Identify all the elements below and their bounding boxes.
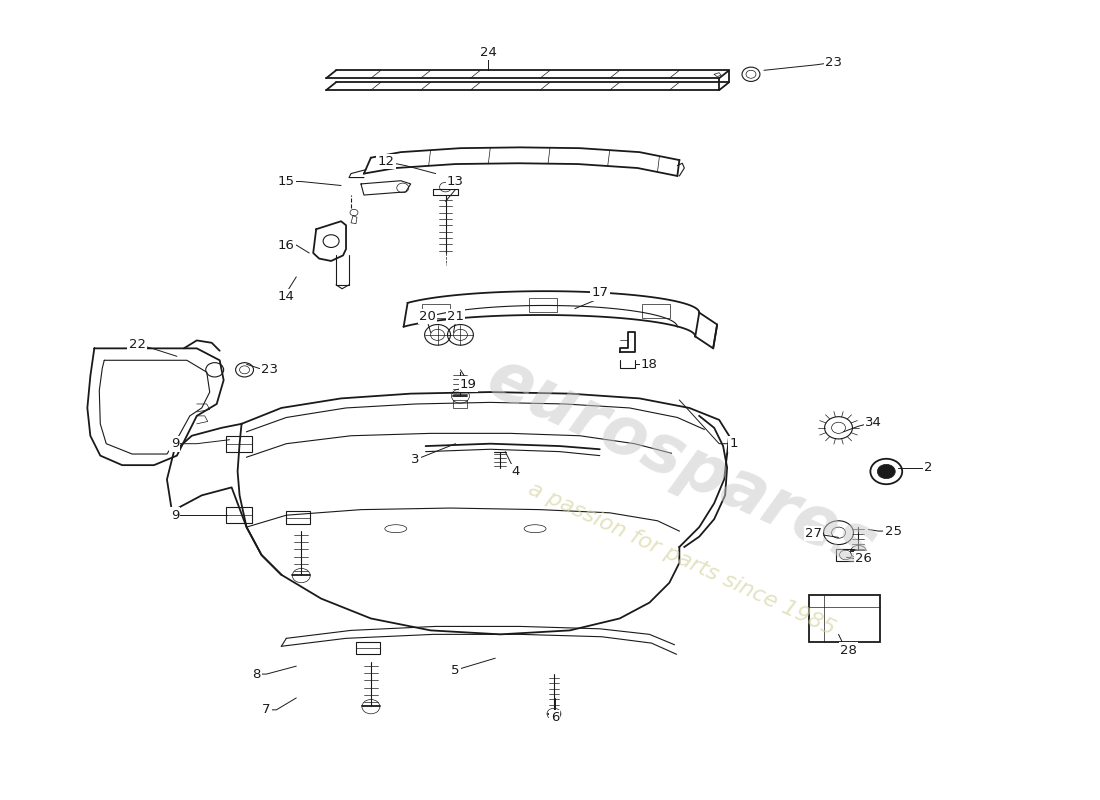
Text: 3: 3 bbox=[411, 453, 420, 466]
Text: a passion for parts since 1985: a passion for parts since 1985 bbox=[525, 478, 838, 639]
Bar bbox=[226, 436, 252, 452]
Text: 20: 20 bbox=[419, 310, 436, 323]
Text: 8: 8 bbox=[252, 667, 261, 681]
Text: 19: 19 bbox=[460, 378, 477, 390]
Text: 25: 25 bbox=[884, 525, 902, 538]
Bar bbox=[836, 549, 856, 562]
Text: 24: 24 bbox=[480, 46, 497, 58]
Text: 12: 12 bbox=[377, 155, 394, 168]
Bar bbox=[529, 298, 557, 312]
Bar bbox=[808, 594, 880, 642]
Text: 18: 18 bbox=[641, 358, 658, 370]
Text: 28: 28 bbox=[840, 644, 857, 657]
Text: 34: 34 bbox=[865, 416, 882, 429]
Text: 27: 27 bbox=[805, 527, 822, 540]
Circle shape bbox=[878, 464, 895, 478]
Text: eurospares: eurospares bbox=[476, 345, 887, 582]
Text: 16: 16 bbox=[278, 238, 295, 251]
Text: 5: 5 bbox=[451, 664, 460, 677]
Text: 6: 6 bbox=[551, 711, 559, 724]
Bar bbox=[226, 507, 252, 523]
Bar bbox=[642, 304, 670, 318]
Text: 15: 15 bbox=[278, 175, 295, 188]
Text: 14: 14 bbox=[278, 290, 295, 303]
Text: 23: 23 bbox=[261, 363, 278, 376]
Text: 21: 21 bbox=[447, 310, 464, 323]
Bar bbox=[453, 400, 468, 408]
Text: 17: 17 bbox=[591, 286, 608, 299]
Text: 9: 9 bbox=[170, 509, 179, 522]
Text: 7: 7 bbox=[262, 703, 271, 716]
Bar bbox=[356, 642, 380, 654]
Bar bbox=[286, 511, 310, 524]
Text: 1: 1 bbox=[729, 437, 738, 450]
Text: 22: 22 bbox=[129, 338, 145, 351]
Text: 2: 2 bbox=[924, 461, 933, 474]
Text: 23: 23 bbox=[825, 56, 843, 69]
Text: 26: 26 bbox=[855, 552, 872, 566]
Bar bbox=[422, 304, 450, 318]
Text: 4: 4 bbox=[512, 465, 519, 478]
Text: 9: 9 bbox=[170, 437, 179, 450]
Text: 13: 13 bbox=[447, 175, 464, 188]
